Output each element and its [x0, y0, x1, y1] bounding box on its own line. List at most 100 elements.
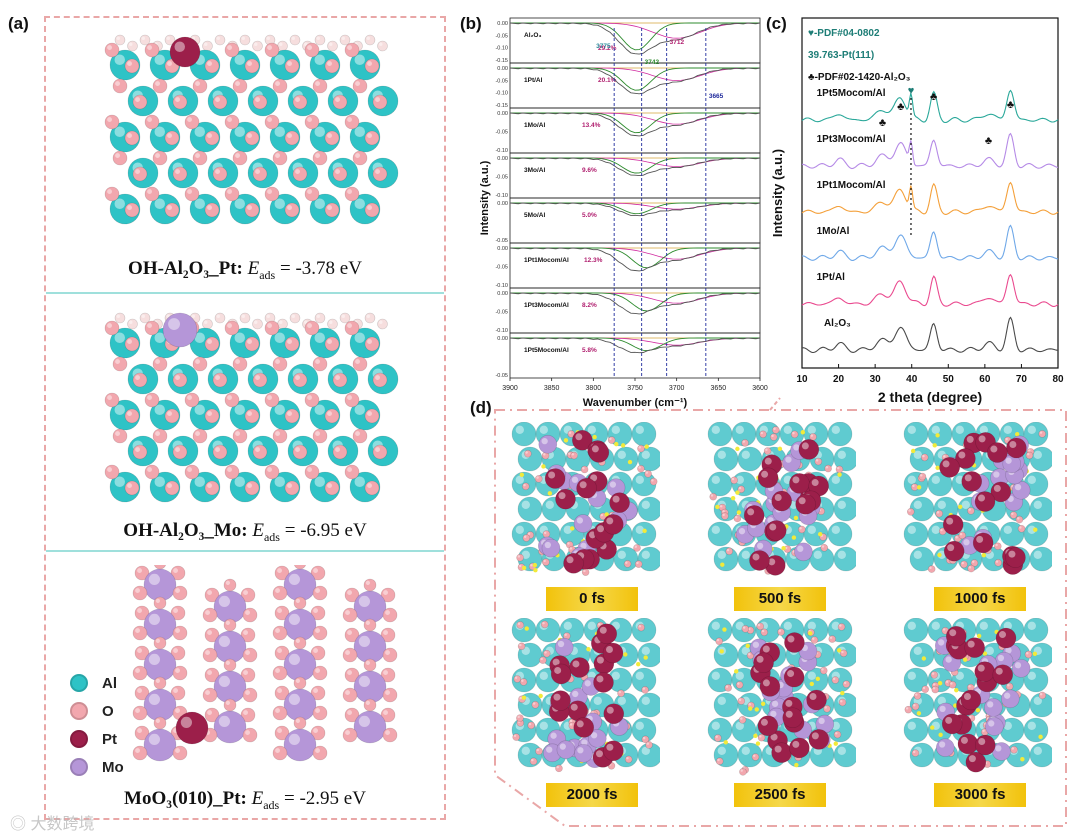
o-atom-highlight [753, 754, 756, 758]
al-atom-highlight [711, 671, 720, 680]
o-atom-highlight [609, 437, 612, 441]
mo-atom [213, 590, 247, 624]
fit-curve-magenta [510, 22, 761, 39]
o-atom-highlight [932, 683, 936, 686]
al-atom-highlight [539, 425, 548, 434]
o-atom-highlight [740, 717, 743, 720]
al-atom-highlight [587, 425, 596, 434]
h-atom [636, 662, 641, 667]
o-atom-highlight [167, 61, 172, 66]
mo-atom-highlight [288, 613, 300, 625]
pt-atom [808, 729, 830, 750]
o-atom [935, 509, 944, 518]
o-atom-highlight [759, 735, 762, 738]
o-atom-highlight [335, 447, 340, 452]
al-atom-highlight [154, 404, 165, 415]
o-atom [725, 547, 734, 556]
o-atom-highlight [839, 624, 842, 627]
o-atom-highlight [307, 117, 312, 123]
al-atom [511, 618, 537, 643]
o-atom [252, 444, 268, 460]
xrd-pattern-line [801, 89, 1059, 124]
o-atom [810, 636, 819, 644]
o-atom-highlight [255, 169, 260, 174]
o-atom-highlight [945, 680, 949, 683]
al-atom [707, 422, 733, 447]
o-atom [735, 681, 744, 689]
o-atom-highlight [315, 708, 320, 713]
o-atom [751, 753, 760, 761]
o-atom [104, 464, 120, 480]
o-atom-highlight [1011, 512, 1014, 516]
al-atom-highlight [913, 550, 922, 559]
o-atom [312, 705, 328, 721]
spectrum-curve [509, 157, 761, 177]
al-atom-highlight [154, 198, 165, 209]
al-atom-highlight [783, 425, 792, 434]
al-atom-highlight [354, 332, 365, 343]
o-atom [124, 480, 140, 496]
o-atom-highlight [517, 555, 521, 558]
h-atom [735, 446, 740, 452]
mo-atom-highlight [818, 717, 825, 725]
energy-symbol: E [252, 520, 264, 541]
pt-atom [602, 642, 624, 664]
o-atom-highlight [245, 690, 250, 695]
o-atom [739, 768, 747, 776]
h-atom [1038, 734, 1043, 740]
o-atom-highlight [841, 650, 844, 654]
o-atom-highlight [717, 758, 720, 762]
o-atom [542, 530, 551, 538]
mo-atom [143, 608, 177, 642]
o-atom [224, 186, 240, 202]
o-atom [292, 444, 308, 460]
al-atom-highlight [711, 621, 720, 630]
pt-atom [974, 661, 996, 682]
al-atom-highlight [593, 696, 602, 705]
h-atom [327, 40, 338, 52]
o-atom-highlight [1005, 437, 1008, 441]
h-atom [760, 701, 766, 707]
h-atom [202, 318, 213, 330]
o-atom [152, 150, 168, 166]
o-atom [312, 356, 328, 372]
o-atom [364, 336, 380, 352]
o-atom-highlight [275, 153, 280, 158]
mo-adsorbate-atom [162, 312, 198, 348]
al-atom [903, 618, 929, 643]
o-atom-highlight [600, 513, 604, 517]
spectrum-curve [509, 292, 761, 315]
al-atom-highlight [931, 525, 940, 534]
o-atom-highlight [227, 117, 232, 123]
al-atom-highlight [274, 198, 285, 209]
h-atom [139, 34, 151, 46]
o-atom-highlight [815, 459, 819, 462]
h-atom [755, 741, 761, 746]
h-atom [521, 695, 527, 700]
o-atom [521, 482, 530, 491]
o-atom-highlight [275, 708, 280, 713]
o-atom [292, 94, 308, 110]
al-atom-highlight [635, 475, 644, 484]
o-atom [172, 94, 188, 110]
o-atom [310, 685, 326, 701]
al-atom-highlight [831, 425, 840, 434]
h-atom-highlight [379, 42, 383, 46]
mo-atom-highlight [546, 746, 553, 753]
al-atom-highlight [931, 621, 940, 630]
o-atom-highlight [207, 133, 212, 138]
mo-atom-icon [70, 758, 88, 776]
o-atom-highlight [527, 532, 531, 535]
pt-atom [544, 468, 566, 489]
pt-atom-highlight [811, 732, 819, 740]
mo-atom [573, 514, 593, 533]
o-atom [769, 433, 778, 441]
o-atom-highlight [347, 45, 352, 50]
o-atom-highlight [345, 730, 350, 735]
pt-atom-highlight [760, 718, 768, 726]
al-atom-highlight [913, 450, 922, 459]
o-atom-highlight [920, 474, 923, 477]
o-atom-highlight [1019, 526, 1022, 529]
h-atom [837, 472, 842, 477]
o-atom [272, 625, 288, 641]
